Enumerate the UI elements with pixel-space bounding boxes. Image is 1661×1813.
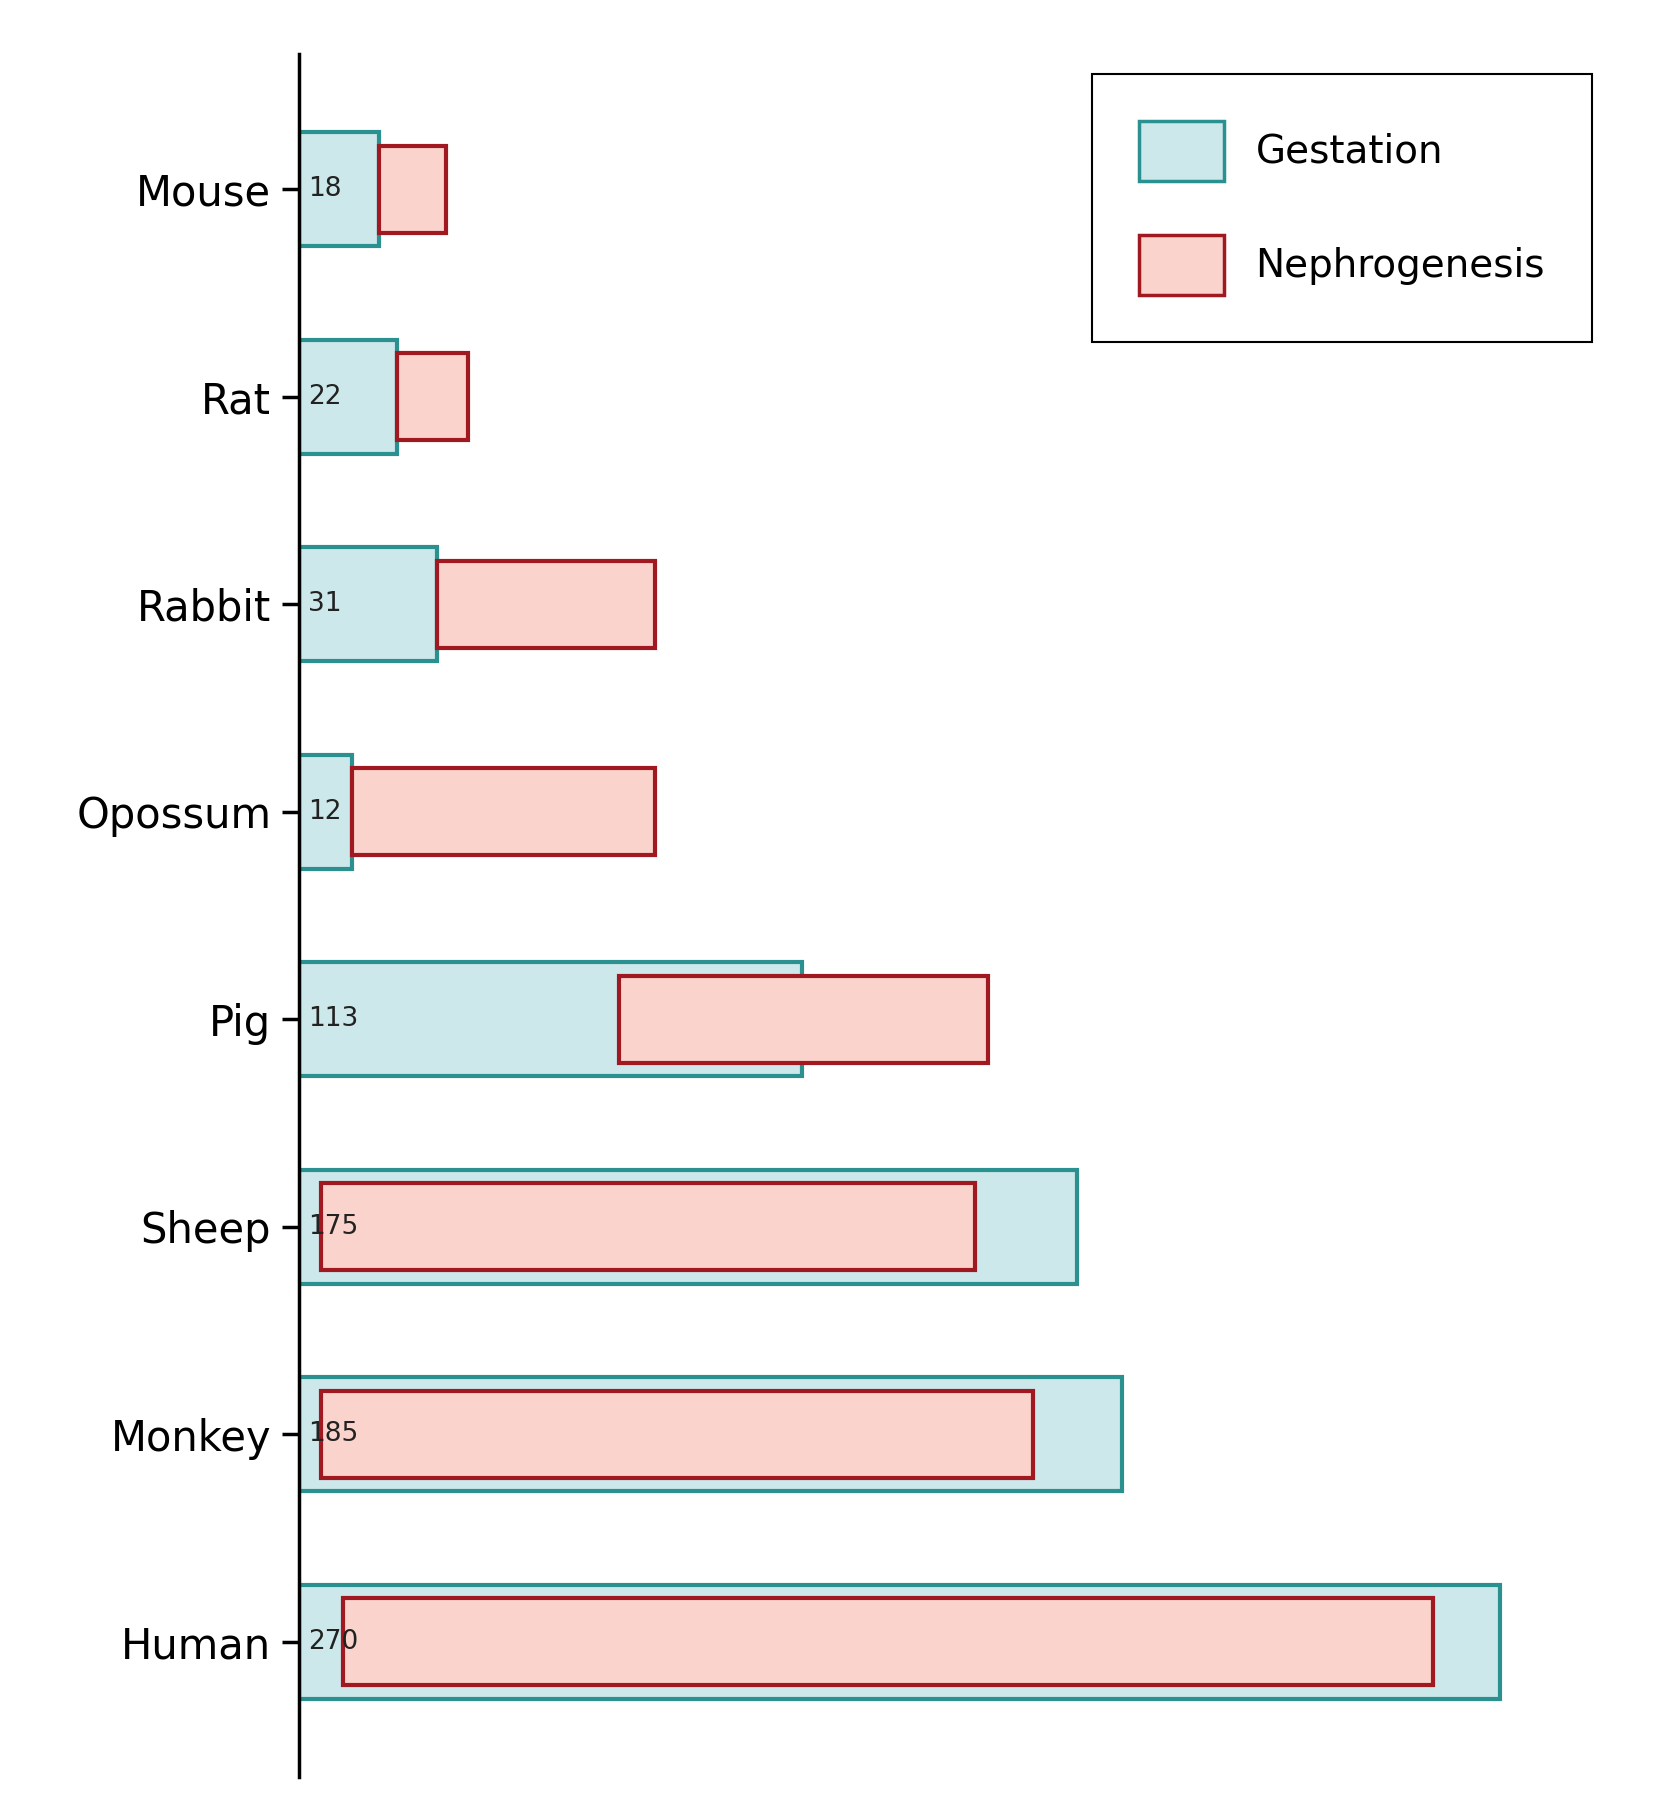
Bar xyxy=(620,975,988,1062)
Bar xyxy=(397,354,468,441)
Bar xyxy=(299,548,437,662)
Text: 22: 22 xyxy=(307,384,342,410)
Bar xyxy=(379,145,445,232)
Bar xyxy=(437,560,654,647)
Bar xyxy=(299,963,802,1077)
Bar xyxy=(299,132,379,247)
Legend: Gestation, Nephrogenesis: Gestation, Nephrogenesis xyxy=(1093,74,1591,343)
Text: 175: 175 xyxy=(307,1215,359,1240)
Text: 18: 18 xyxy=(307,176,342,203)
Text: 113: 113 xyxy=(307,1006,359,1032)
Text: 185: 185 xyxy=(307,1421,359,1447)
Text: 12: 12 xyxy=(307,800,342,825)
Text: 270: 270 xyxy=(307,1628,359,1655)
Bar xyxy=(299,1585,1500,1699)
Bar xyxy=(299,754,352,868)
Text: 31: 31 xyxy=(307,591,342,616)
Bar xyxy=(321,1391,1033,1478)
Bar xyxy=(352,769,654,856)
Bar xyxy=(321,1184,975,1271)
Bar xyxy=(344,1599,1433,1686)
Bar xyxy=(299,1378,1121,1492)
Bar xyxy=(299,1169,1078,1284)
Bar xyxy=(299,339,397,453)
